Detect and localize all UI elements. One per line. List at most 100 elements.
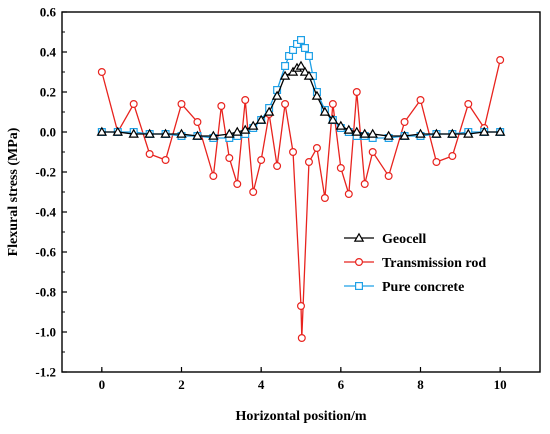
data-point xyxy=(384,172,393,181)
data-point xyxy=(300,43,309,52)
legend: Geocell Transmission rod Pure concrete xyxy=(344,232,486,295)
data-point xyxy=(271,90,283,100)
x-tick-label: 2 xyxy=(178,377,185,392)
data-point xyxy=(447,128,458,138)
series-layer xyxy=(96,35,506,343)
series-line xyxy=(101,38,501,139)
data-point xyxy=(297,334,306,343)
data-point xyxy=(145,150,154,159)
data-point xyxy=(335,120,347,130)
series-geocell xyxy=(96,60,506,140)
data-point xyxy=(279,70,291,80)
data-point xyxy=(239,124,251,134)
data-point xyxy=(383,130,394,140)
data-point xyxy=(281,99,290,108)
data-point xyxy=(304,158,313,167)
data-point xyxy=(360,180,369,189)
y-tick-label: -1.0 xyxy=(35,325,56,340)
x-tick-label: 6 xyxy=(338,377,345,392)
data-point xyxy=(241,95,250,104)
data-point xyxy=(478,126,490,136)
y-tick-label: 0.6 xyxy=(40,5,57,20)
series-line xyxy=(101,59,501,339)
data-point xyxy=(297,302,306,311)
data-point xyxy=(303,70,315,80)
data-point xyxy=(208,130,219,140)
data-point xyxy=(177,99,186,108)
data-point xyxy=(399,130,410,140)
data-point xyxy=(368,148,377,157)
y-tick-label: -0.6 xyxy=(35,245,56,260)
data-point xyxy=(273,162,282,171)
data-point xyxy=(257,156,266,165)
data-point xyxy=(193,117,202,126)
data-point xyxy=(297,35,306,44)
y-tick-label: -0.4 xyxy=(35,205,56,220)
legend-item: Geocell xyxy=(344,232,426,247)
series-transmission-rod xyxy=(97,55,505,343)
data-point xyxy=(299,66,311,76)
data-point xyxy=(463,128,474,138)
data-point xyxy=(192,130,203,140)
data-point xyxy=(320,194,329,203)
data-point xyxy=(464,99,473,108)
legend-marker xyxy=(355,282,364,291)
legend-label: Geocell xyxy=(382,232,426,247)
data-point xyxy=(496,55,505,64)
data-point xyxy=(224,128,235,138)
data-point xyxy=(249,188,258,197)
data-point xyxy=(432,158,441,167)
y-tick-label: -0.8 xyxy=(35,285,56,300)
x-tick-label: 8 xyxy=(417,377,424,392)
x-tick-label: 0 xyxy=(99,377,106,392)
data-point xyxy=(232,126,243,136)
y-tick-label: 0.4 xyxy=(40,45,57,60)
data-point xyxy=(161,156,170,165)
data-point xyxy=(247,120,259,130)
data-point xyxy=(112,126,124,136)
x-tick-label: 10 xyxy=(494,377,507,392)
data-point xyxy=(97,67,106,76)
legend-marker xyxy=(353,232,365,242)
data-point xyxy=(431,128,442,138)
data-point xyxy=(128,128,139,138)
axes-layer: 0 2 4 6 8 10 -1.2 -1.0 -0.8 -0.6 -0.4 -0.2 0.0 0.2 0.4… xyxy=(35,5,541,392)
data-point xyxy=(359,128,370,138)
y-axis-title: Flexural stress (MPa) xyxy=(6,127,21,256)
data-point xyxy=(255,114,267,124)
data-point xyxy=(494,126,506,136)
data-point xyxy=(160,128,171,138)
x-tick-label: 4 xyxy=(258,377,265,392)
y-tick-label: 0.2 xyxy=(40,85,56,100)
data-point xyxy=(448,152,457,161)
data-point xyxy=(327,114,339,124)
data-point xyxy=(311,90,323,100)
data-point xyxy=(129,99,138,108)
data-point xyxy=(295,60,307,70)
data-point xyxy=(281,61,290,70)
series-pure-concrete xyxy=(97,35,505,143)
data-point xyxy=(312,144,321,153)
data-point xyxy=(351,126,363,136)
data-point xyxy=(415,128,426,138)
legend-item: Transmission rod xyxy=(344,256,486,271)
legend-item: Pure concrete xyxy=(344,280,464,295)
data-point xyxy=(367,128,378,138)
data-point xyxy=(336,164,345,173)
data-point xyxy=(209,172,218,181)
data-point xyxy=(217,101,226,110)
y-tick-label: 0.0 xyxy=(40,125,56,140)
legend-marker xyxy=(355,258,364,267)
data-point xyxy=(328,99,337,108)
series-line xyxy=(101,65,501,137)
y-tick-label: -1.2 xyxy=(35,365,56,380)
data-point xyxy=(144,128,155,138)
data-point xyxy=(344,190,353,199)
legend-label: Transmission rod xyxy=(382,256,486,271)
y-tick-label: -0.2 xyxy=(35,165,56,180)
data-point xyxy=(304,51,313,60)
data-point xyxy=(289,148,298,157)
data-point xyxy=(176,128,187,138)
data-point xyxy=(319,106,331,116)
